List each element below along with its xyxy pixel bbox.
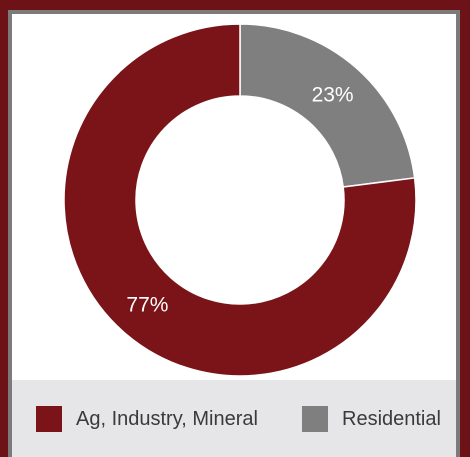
- legend-label-residential: Residential: [342, 407, 441, 430]
- slice-residential: [239, 23, 416, 188]
- legend: Ag, Industry, Mineral Residential: [12, 380, 456, 457]
- legend-swatch-residential: [302, 406, 328, 432]
- chart-card: 23% 77% Ag, Industry, Mineral Residential: [12, 14, 456, 457]
- legend-swatch-ag-industry-mineral: [36, 406, 62, 432]
- donut-chart: 23% 77%: [63, 23, 417, 377]
- legend-label-ag-industry-mineral: Ag, Industry, Mineral: [76, 407, 258, 430]
- data-label-ag-industry-mineral: 77%: [126, 294, 168, 317]
- legend-item-residential: Residential: [302, 406, 441, 432]
- chart-panel: 23% 77% Ag, Industry, Mineral Residential: [8, 10, 460, 457]
- slice-ag-industry-mineral: [63, 23, 417, 377]
- legend-item-ag-industry-mineral: Ag, Industry, Mineral: [36, 406, 258, 432]
- donut-chart-area: 23% 77%: [12, 14, 456, 380]
- data-label-residential: 23%: [312, 83, 354, 106]
